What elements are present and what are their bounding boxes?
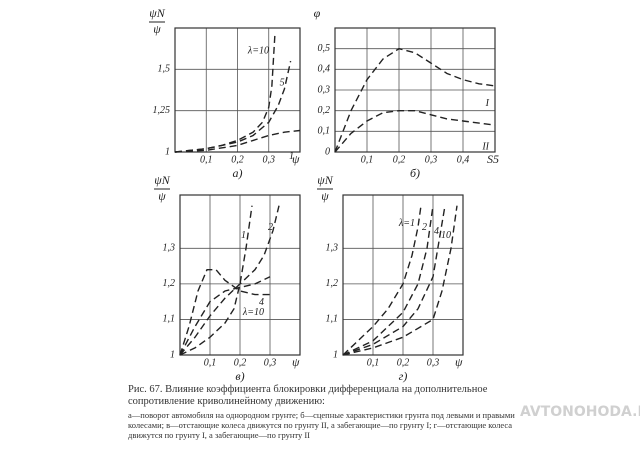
x-tick-label: 0,4	[457, 154, 470, 165]
x-axis-label: ψ	[455, 355, 463, 369]
x-tick-label: 0,3	[427, 357, 440, 368]
x-tick-label: 0,3	[263, 154, 276, 165]
curve	[342, 205, 422, 356]
y-axis-label: ψN	[154, 173, 170, 187]
plot-frame	[174, 27, 301, 153]
y-tick-label: 1,1	[326, 314, 339, 325]
y-tick-label: 0,3	[318, 84, 331, 95]
curve	[342, 205, 446, 356]
x-tick-label: 0,1	[200, 154, 213, 165]
x-tick-label: 0,2	[234, 357, 247, 368]
y-tick-label: 0,2	[318, 105, 331, 116]
curve-label: 4	[434, 226, 439, 237]
y-axis-label: ψN	[149, 6, 165, 20]
curve-label: 2	[268, 222, 273, 233]
caption-title: Рис. 67. Влияние коэффициента блокировки…	[128, 384, 488, 407]
curve-label: 1	[241, 230, 246, 241]
y-tick-label: 0,4	[318, 64, 331, 75]
x-tick-label: 0,1	[361, 154, 374, 165]
x-axis-label: ψ	[292, 355, 300, 369]
watermark: AVTONOHODA.NET	[520, 404, 640, 420]
y-axis-label: φ	[314, 6, 321, 20]
x-tick-label: 0,2	[397, 357, 410, 368]
x-tick-label: 0,1	[204, 357, 217, 368]
curve-label: I	[485, 98, 490, 109]
y-tick-label: 1,1	[163, 314, 176, 325]
y-axis-label: ψ	[158, 189, 166, 203]
curve	[342, 205, 458, 356]
y-tick-label: 1,3	[326, 243, 339, 254]
y-tick-label: 1,2	[326, 278, 339, 289]
sub-label: б)	[410, 166, 420, 180]
x-axis-label: S5	[487, 152, 499, 166]
curve	[334, 47, 496, 153]
plot-frame	[179, 194, 301, 356]
curve-label: 1	[289, 151, 294, 162]
y-tick-label: 1	[165, 146, 170, 157]
x-tick-label: 0,3	[264, 357, 277, 368]
sub-label: а)	[233, 166, 243, 180]
sub-label: г)	[399, 369, 408, 383]
sub-label: в)	[235, 369, 244, 383]
curve	[179, 276, 271, 356]
curve-label: II	[481, 141, 489, 152]
curve	[174, 129, 301, 153]
y-axis-label: ψ	[321, 189, 329, 203]
x-tick-label: 0,3	[425, 154, 438, 165]
curve	[179, 205, 280, 356]
y-axis-label: ψ	[153, 22, 161, 36]
curve	[334, 109, 496, 153]
x-tick-label: 0,1	[367, 357, 380, 368]
curve-label: 4	[259, 297, 264, 308]
y-tick-label: 0	[325, 146, 330, 157]
plot-frame	[342, 194, 464, 356]
x-axis-label: ψ	[292, 152, 300, 166]
y-axis-label: ψN	[317, 173, 333, 187]
curve-label: 2	[422, 222, 427, 233]
curve	[342, 205, 434, 356]
y-tick-label: 0,1	[318, 126, 331, 137]
y-tick-label: 1,5	[158, 64, 171, 75]
y-tick-label: 0,5	[318, 43, 331, 54]
curve-label: λ=10	[242, 307, 264, 318]
y-tick-label: 1	[170, 349, 175, 360]
x-tick-label: 0,2	[393, 154, 406, 165]
y-tick-label: 1,3	[163, 243, 176, 254]
x-tick-label: 0,2	[231, 154, 244, 165]
curve-label: 10	[441, 230, 451, 241]
plot-frame	[334, 27, 496, 153]
caption-text: а—поворот автомобиля на однородном грунт…	[128, 410, 515, 440]
y-tick-label: 1,25	[153, 105, 171, 116]
curve-label: λ=1	[398, 218, 415, 229]
curve	[179, 205, 253, 356]
y-tick-label: 1,2	[163, 278, 176, 289]
curve	[174, 60, 292, 153]
y-tick-label: 1	[333, 349, 338, 360]
curve-label: 5	[280, 77, 285, 88]
curve-label: λ=10	[247, 45, 269, 56]
